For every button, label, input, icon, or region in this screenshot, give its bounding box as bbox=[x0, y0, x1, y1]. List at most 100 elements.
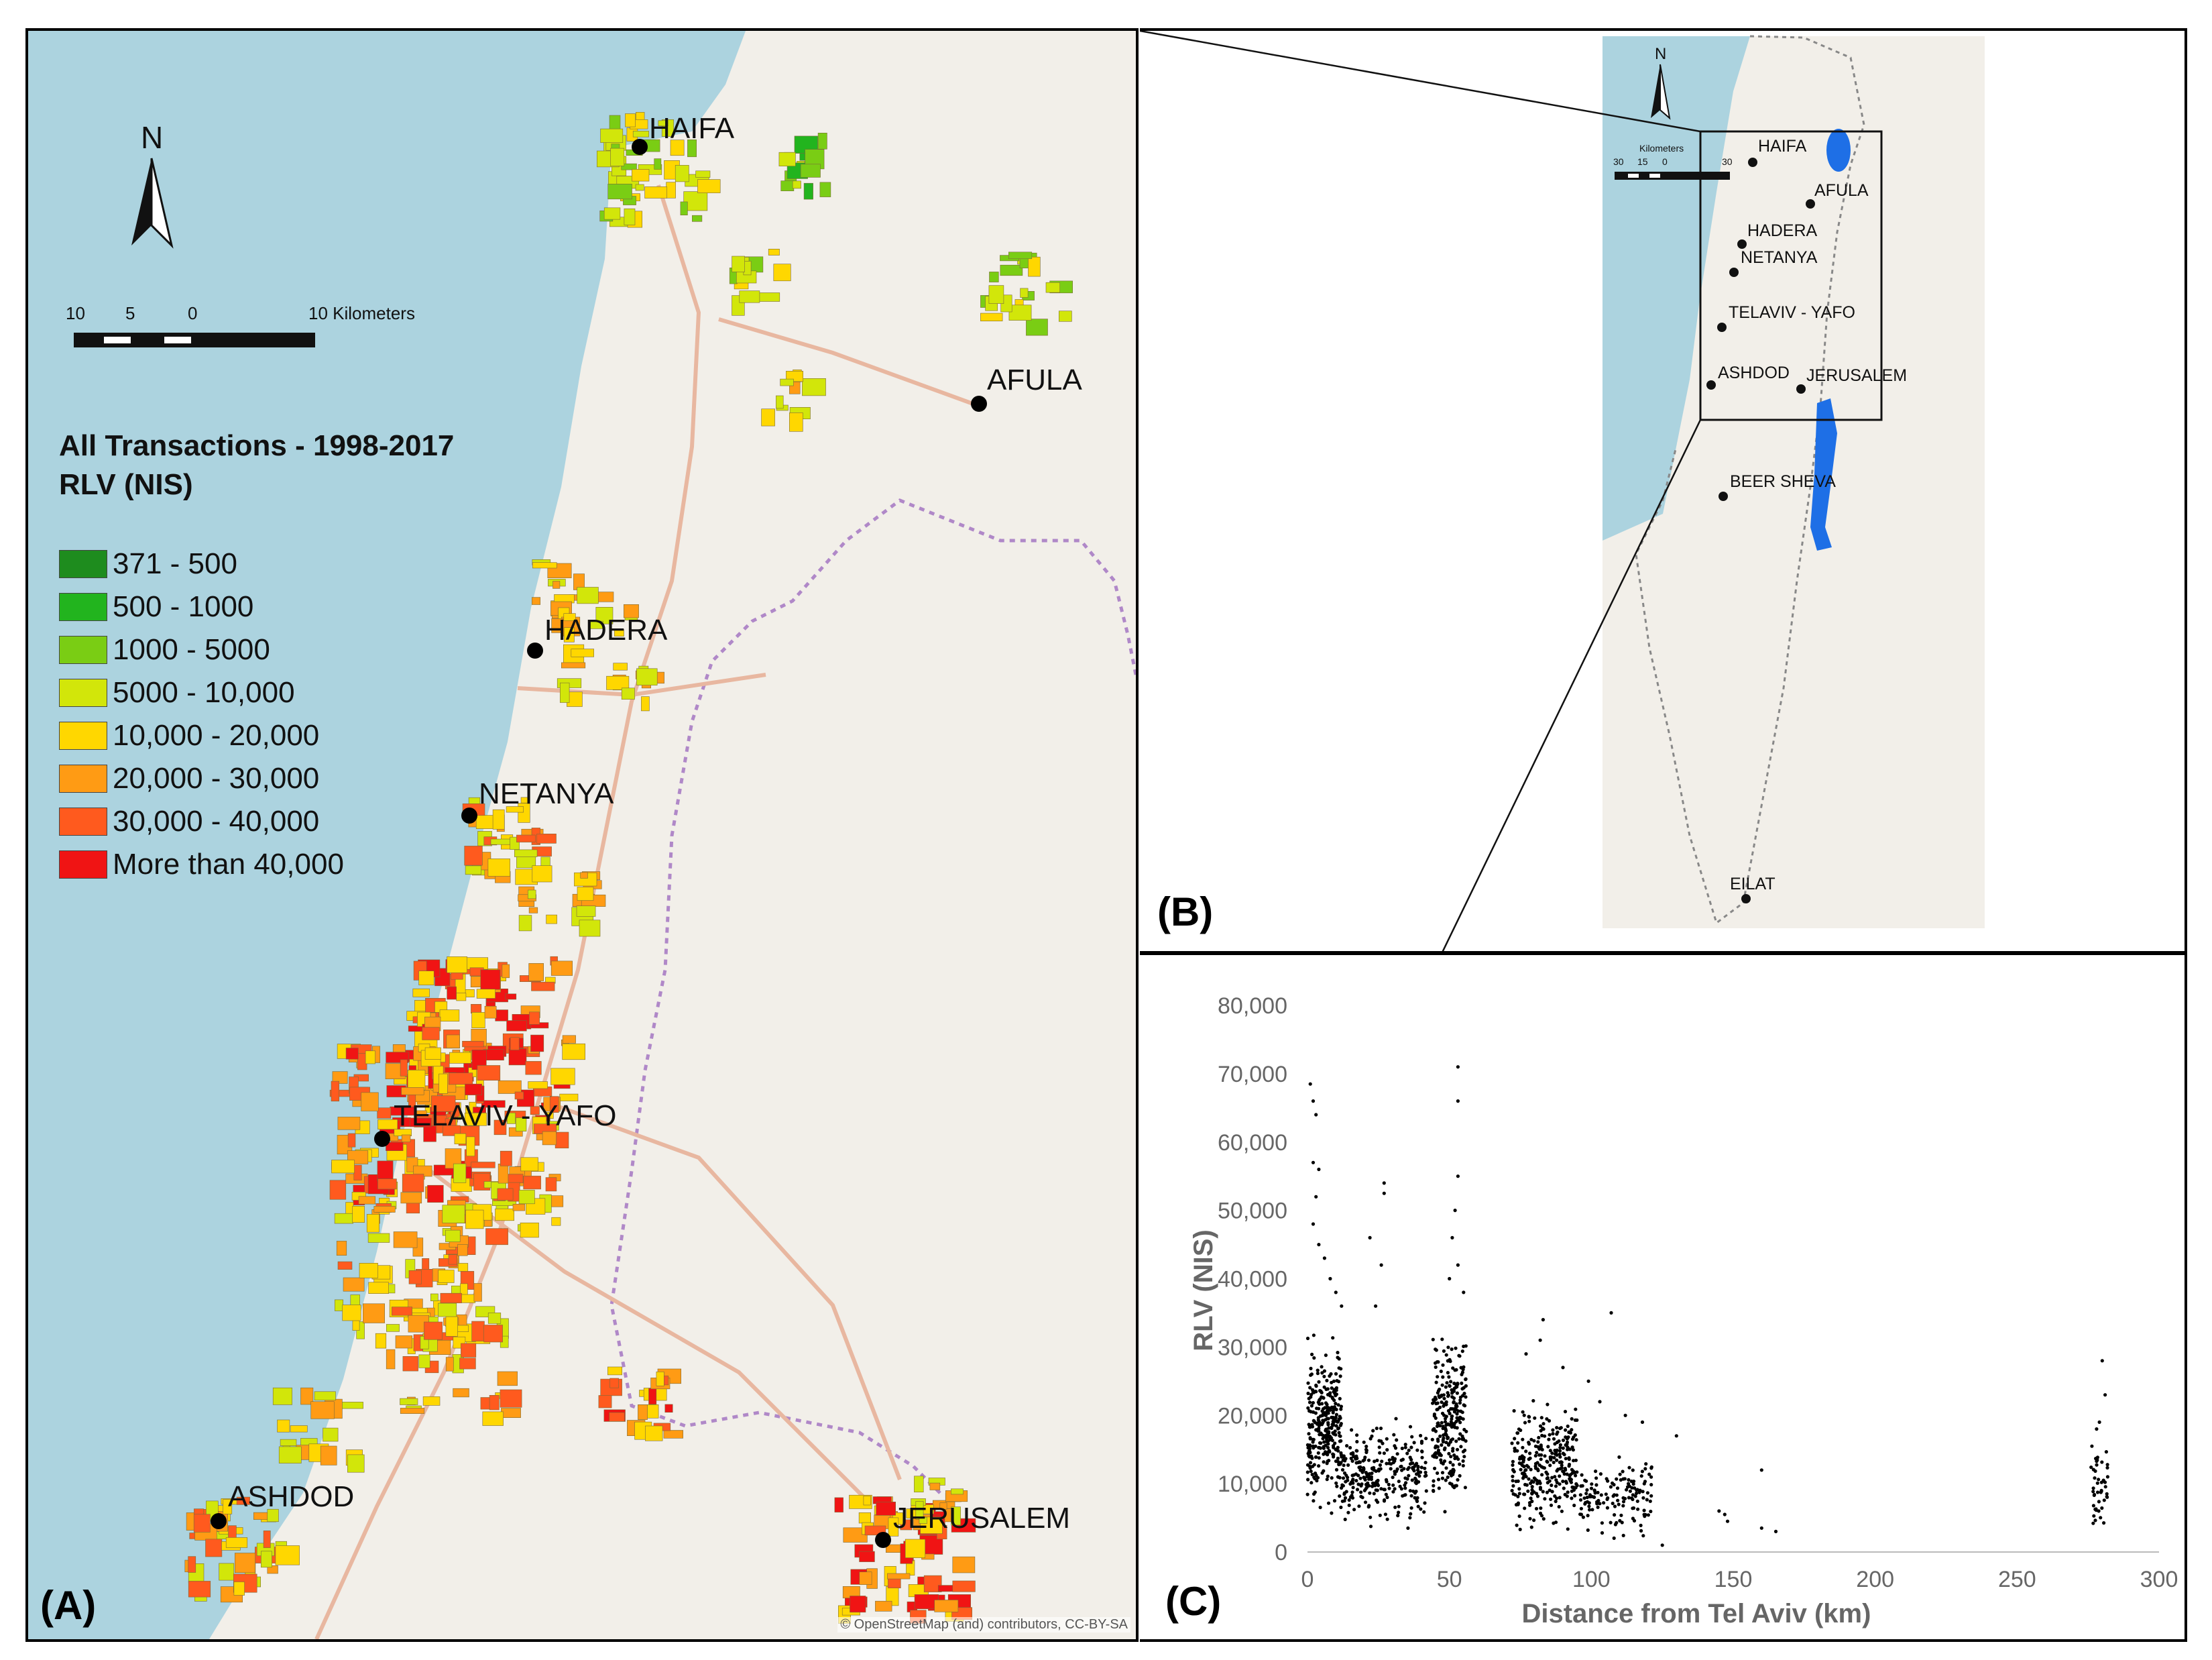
scatter-point bbox=[1529, 1468, 1533, 1472]
scatter-point bbox=[2105, 1463, 2109, 1467]
scatter-point bbox=[1606, 1496, 1610, 1500]
x-tick-label: 0 bbox=[1301, 1567, 1314, 1592]
scatter-point bbox=[1560, 1463, 1564, 1468]
scatter-point bbox=[1555, 1458, 1559, 1462]
scatter-point bbox=[1555, 1426, 1559, 1430]
scatter-point bbox=[1525, 1483, 1529, 1487]
scatter-point bbox=[1312, 1499, 1316, 1503]
scatter-point bbox=[1334, 1388, 1338, 1392]
transaction-parcel bbox=[520, 1222, 539, 1238]
scale-b-0: 0 bbox=[1662, 156, 1668, 167]
scatter-point bbox=[1456, 1457, 1460, 1461]
transaction-parcel bbox=[576, 905, 596, 917]
scatter-point bbox=[1310, 1472, 1314, 1477]
scatter-point bbox=[1546, 1402, 1550, 1406]
scatter-point bbox=[2089, 1465, 2093, 1470]
scatter-point bbox=[1574, 1486, 1578, 1490]
scatter-point bbox=[1338, 1439, 1342, 1443]
transaction-parcel bbox=[658, 120, 668, 127]
transaction-parcel bbox=[858, 1512, 871, 1524]
scatter-point bbox=[1436, 1439, 1440, 1443]
transaction-parcel bbox=[691, 215, 703, 222]
scatter-point bbox=[1312, 1446, 1316, 1450]
scatter-point bbox=[1627, 1482, 1631, 1486]
scatter-point bbox=[1319, 1431, 1323, 1435]
scatter-point bbox=[1379, 1467, 1383, 1471]
transaction-parcel bbox=[638, 1404, 648, 1420]
transaction-parcel bbox=[876, 1502, 896, 1516]
transaction-parcel bbox=[352, 1320, 360, 1331]
transaction-parcel bbox=[424, 1321, 443, 1340]
scatter-point bbox=[1617, 1502, 1621, 1506]
scatter-point bbox=[1557, 1504, 1561, 1509]
transaction-parcel bbox=[418, 1354, 430, 1368]
transaction-parcel bbox=[447, 956, 467, 973]
transaction-parcel bbox=[377, 1178, 397, 1190]
scatter-point bbox=[1313, 1490, 1317, 1494]
scatter-point bbox=[1674, 1434, 1678, 1438]
y-tick-label: 20,000 bbox=[1218, 1403, 1287, 1429]
transaction-parcel bbox=[439, 1073, 448, 1094]
scatter-point bbox=[1587, 1504, 1591, 1508]
scatter-point bbox=[1342, 1463, 1346, 1468]
scatter-point bbox=[1458, 1432, 1462, 1436]
scatter-point bbox=[1524, 1449, 1528, 1453]
transaction-parcel bbox=[778, 152, 796, 166]
transaction-parcel bbox=[480, 969, 501, 990]
transaction-parcel bbox=[495, 1208, 515, 1221]
transaction-parcel bbox=[500, 1150, 512, 1166]
scatter-point bbox=[1309, 1470, 1313, 1474]
scatter-point bbox=[1346, 1463, 1350, 1467]
scatter-point bbox=[1374, 1488, 1378, 1492]
transaction-parcel bbox=[400, 1408, 425, 1414]
scatter-point bbox=[1460, 1387, 1464, 1391]
transaction-parcel bbox=[914, 1476, 924, 1493]
scatter-point bbox=[1454, 1346, 1458, 1350]
transaction-parcel bbox=[506, 806, 524, 813]
scatter-point bbox=[2091, 1490, 2095, 1494]
legend-swatch bbox=[59, 679, 107, 707]
scatter-point bbox=[1382, 1451, 1386, 1455]
scatter-point bbox=[1452, 1396, 1456, 1400]
scatter-point bbox=[1546, 1445, 1550, 1449]
scatter-point bbox=[1535, 1451, 1539, 1455]
scatter-point bbox=[1582, 1496, 1586, 1500]
transaction-parcel bbox=[518, 1190, 535, 1205]
scatter-point bbox=[1451, 1366, 1455, 1370]
transaction-parcel bbox=[636, 668, 658, 685]
scatter-point bbox=[2100, 1359, 2104, 1363]
scatter-point bbox=[1411, 1468, 1415, 1472]
scatter-point bbox=[1352, 1508, 1356, 1512]
scatter-point bbox=[1583, 1502, 1587, 1506]
telaviv-dot bbox=[374, 1131, 390, 1147]
scatter-point bbox=[2102, 1498, 2106, 1502]
scatter-point bbox=[2093, 1518, 2097, 1523]
scatter-point bbox=[1408, 1516, 1412, 1520]
scatter-point bbox=[1448, 1276, 1452, 1281]
transaction-parcel bbox=[780, 180, 795, 192]
scatter-point bbox=[1548, 1488, 1552, 1492]
scatter-point bbox=[1546, 1476, 1550, 1480]
scatter-point bbox=[1332, 1499, 1337, 1503]
scatter-point bbox=[1558, 1482, 1562, 1486]
chart-points bbox=[1305, 1065, 2109, 1547]
transaction-parcel bbox=[514, 1091, 524, 1100]
scatter-point bbox=[1419, 1433, 1423, 1438]
scatter-point bbox=[1335, 1484, 1339, 1488]
transaction-parcel bbox=[732, 256, 745, 272]
chart-axes: 0 50 100 150 200 250 300 0 10,000 20,000 30,000 40,… bbox=[1218, 993, 2178, 1592]
scatter-point bbox=[1322, 1460, 1326, 1464]
scatter-point bbox=[1317, 1380, 1321, 1384]
scatter-point bbox=[1350, 1474, 1354, 1478]
transaction-parcel bbox=[776, 395, 784, 409]
scatter-point bbox=[1592, 1488, 1596, 1492]
transaction-parcel bbox=[502, 964, 510, 979]
dead-sea bbox=[1810, 398, 1837, 551]
scatter-point bbox=[1415, 1496, 1419, 1500]
scatter-point bbox=[1308, 1450, 1312, 1454]
scatter-point bbox=[1645, 1491, 1649, 1495]
scatter-point bbox=[1320, 1421, 1325, 1425]
transaction-parcel bbox=[290, 1425, 308, 1433]
map-a-sea bbox=[28, 31, 746, 1639]
scatter-point bbox=[1435, 1424, 1440, 1429]
